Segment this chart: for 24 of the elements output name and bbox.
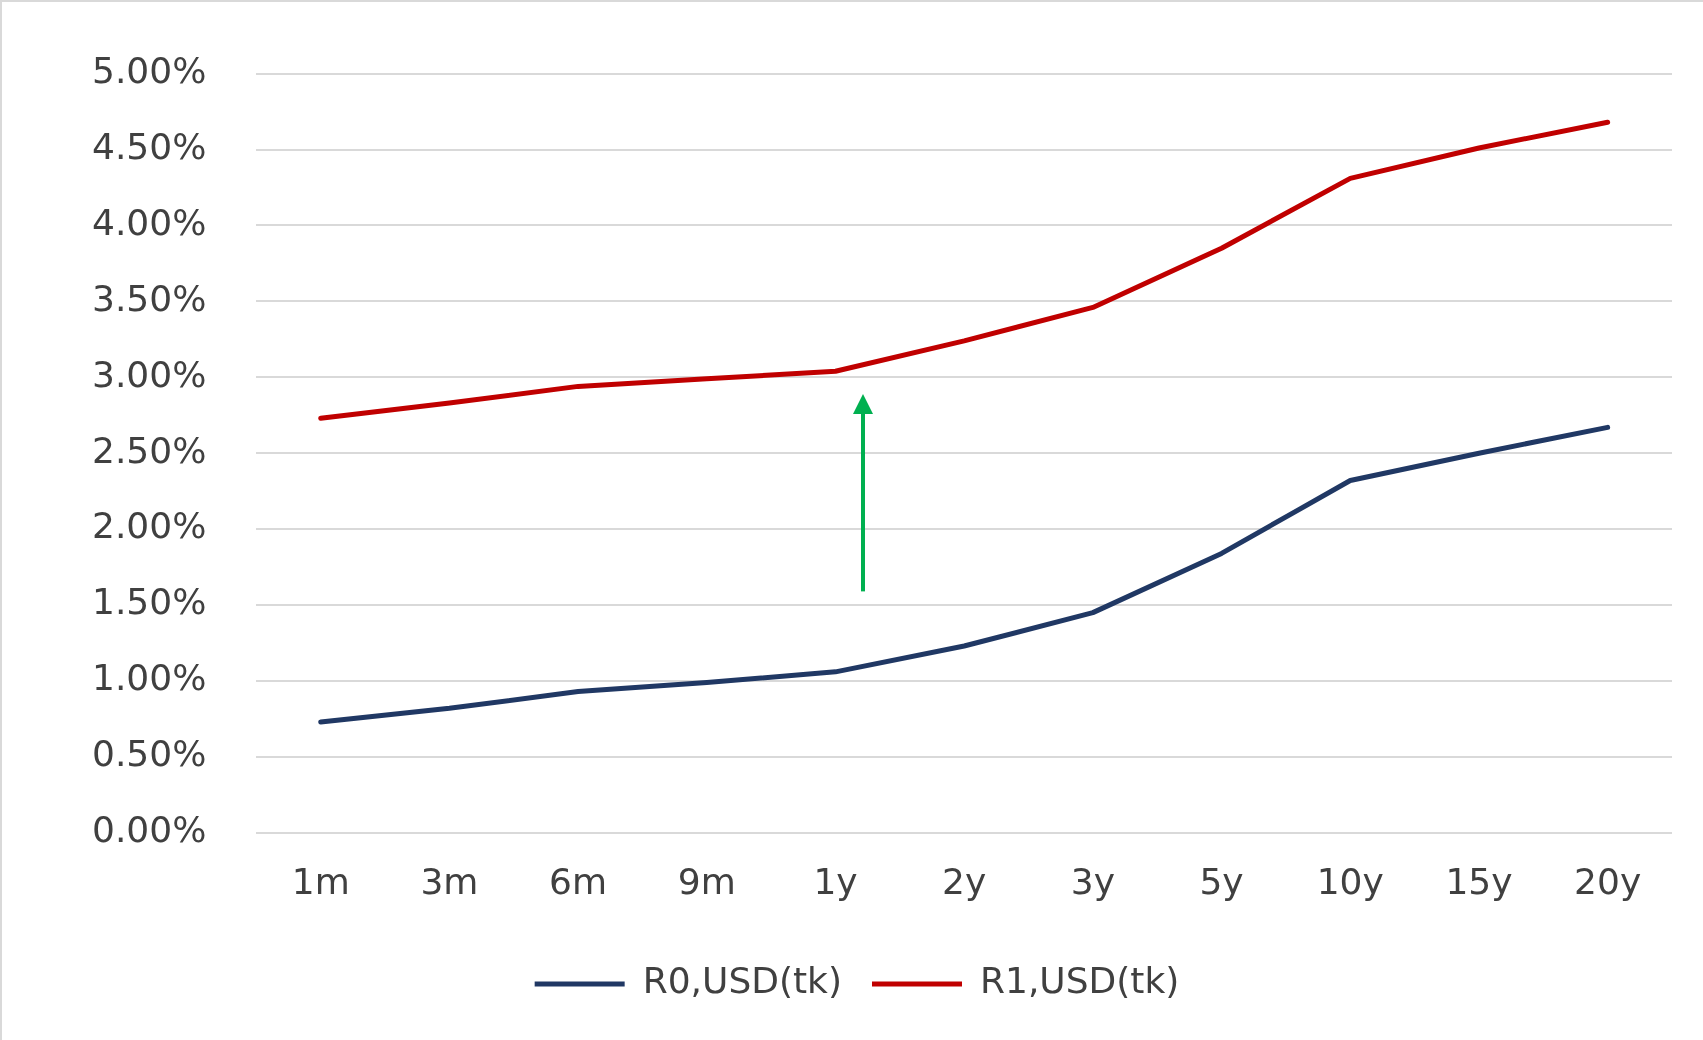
legend-label: R0,USD(tk) bbox=[642, 960, 843, 1002]
y-tick-label: 2.50% bbox=[91, 429, 207, 471]
x-tick-label: 9m bbox=[677, 860, 736, 902]
x-tick-label: 1y bbox=[813, 860, 858, 902]
y-tick-label: 3.00% bbox=[91, 353, 207, 395]
y-tick-label: 1.50% bbox=[91, 581, 207, 623]
x-tick-label: 10y bbox=[1316, 860, 1384, 902]
x-tick-label: 1m bbox=[291, 860, 350, 902]
y-tick-label: 4.00% bbox=[91, 201, 207, 243]
x-tick-label: 6m bbox=[549, 860, 608, 902]
x-tick-label: 3y bbox=[1070, 860, 1115, 902]
legend-label: R1,USD(tk) bbox=[980, 960, 1180, 1002]
y-tick-label: 5.00% bbox=[91, 49, 207, 91]
x-tick-label: 3m bbox=[420, 860, 479, 902]
y-tick-label: 4.50% bbox=[91, 125, 207, 167]
y-tick-label: 2.00% bbox=[91, 505, 207, 547]
x-tick-label: 15y bbox=[1445, 860, 1513, 902]
y-tick-label: 0.50% bbox=[91, 733, 207, 775]
x-tick-label: 2y bbox=[942, 860, 987, 902]
x-tick-label: 20y bbox=[1574, 860, 1642, 902]
y-tick-label: 3.50% bbox=[91, 277, 207, 319]
y-tick-label: 1.00% bbox=[91, 657, 207, 699]
x-tick-label: 5y bbox=[1199, 860, 1244, 902]
y-tick-label: 0.00% bbox=[91, 809, 207, 851]
